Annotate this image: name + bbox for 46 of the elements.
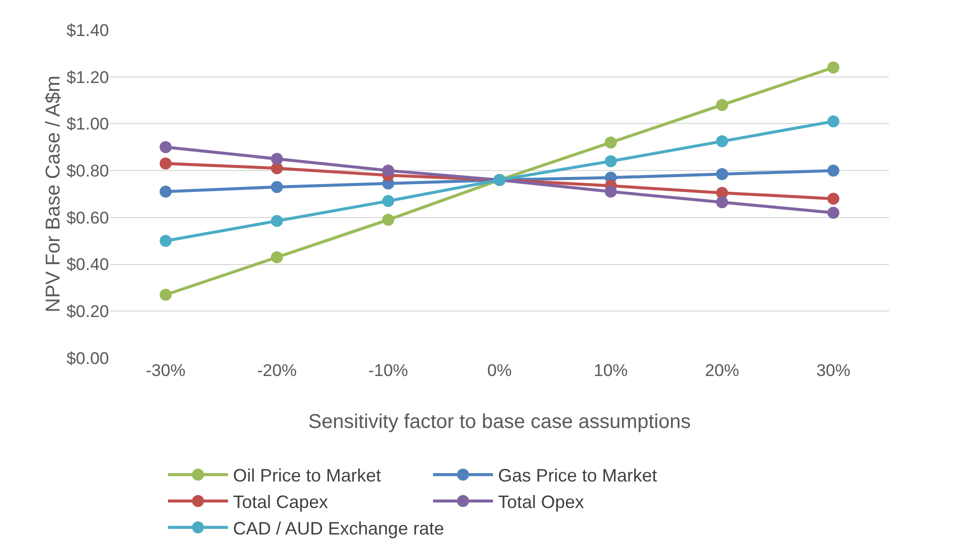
point — [827, 192, 840, 205]
legend-label: CAD / AUD Exchange rate — [233, 518, 444, 538]
point — [270, 152, 283, 165]
point — [160, 234, 172, 247]
point — [160, 186, 172, 198]
point — [716, 98, 728, 111]
y-tick-label: $1.00 — [66, 114, 109, 134]
point — [270, 251, 283, 264]
legend-label: Oil Price to Market — [233, 466, 382, 486]
x-tick-label: -20% — [257, 361, 297, 380]
y-tick-label: $0.20 — [66, 302, 109, 322]
point — [716, 135, 728, 148]
point — [382, 164, 394, 177]
legend-label: Total Opex — [498, 492, 584, 512]
point — [382, 195, 394, 208]
point — [382, 214, 394, 226]
point — [160, 141, 172, 154]
x-axis-title: Sensitivity factor to base case assumptions — [308, 411, 691, 433]
point — [604, 136, 617, 148]
y-axis-title: NPV For Base Case / A$m — [42, 76, 64, 312]
point — [270, 214, 283, 227]
x-tick-label: 20% — [705, 361, 740, 380]
x-tick-label: 30% — [816, 361, 850, 380]
x-tick-label: 0% — [487, 361, 512, 380]
point — [604, 186, 617, 198]
point — [827, 115, 840, 128]
point — [270, 180, 283, 193]
y-tick-label: $0.80 — [66, 162, 109, 181]
point — [160, 158, 172, 170]
point — [160, 288, 172, 301]
point — [716, 196, 728, 208]
point — [827, 61, 840, 74]
y-tick-label: $0.40 — [66, 255, 109, 274]
legend-label: Gas Price to Market — [498, 466, 658, 486]
point — [604, 155, 617, 168]
y-tick-label: $0.00 — [66, 348, 109, 368]
x-tick-label: 10% — [594, 361, 628, 380]
x-tick-label: -10% — [368, 361, 408, 380]
point — [827, 164, 840, 177]
legend-label: Total Capex — [233, 492, 328, 512]
point — [716, 168, 728, 180]
y-tick-label: $1.20 — [66, 68, 109, 87]
y-tick-label: $0.60 — [66, 208, 109, 228]
x-tick-label: -30% — [146, 361, 186, 380]
y-tick-label: $1.40 — [66, 20, 109, 40]
point — [827, 206, 840, 219]
